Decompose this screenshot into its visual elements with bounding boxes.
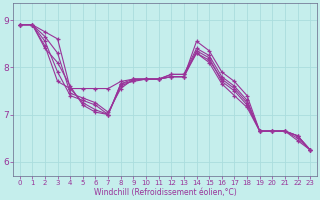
X-axis label: Windchill (Refroidissement éolien,°C): Windchill (Refroidissement éolien,°C) xyxy=(93,188,236,197)
